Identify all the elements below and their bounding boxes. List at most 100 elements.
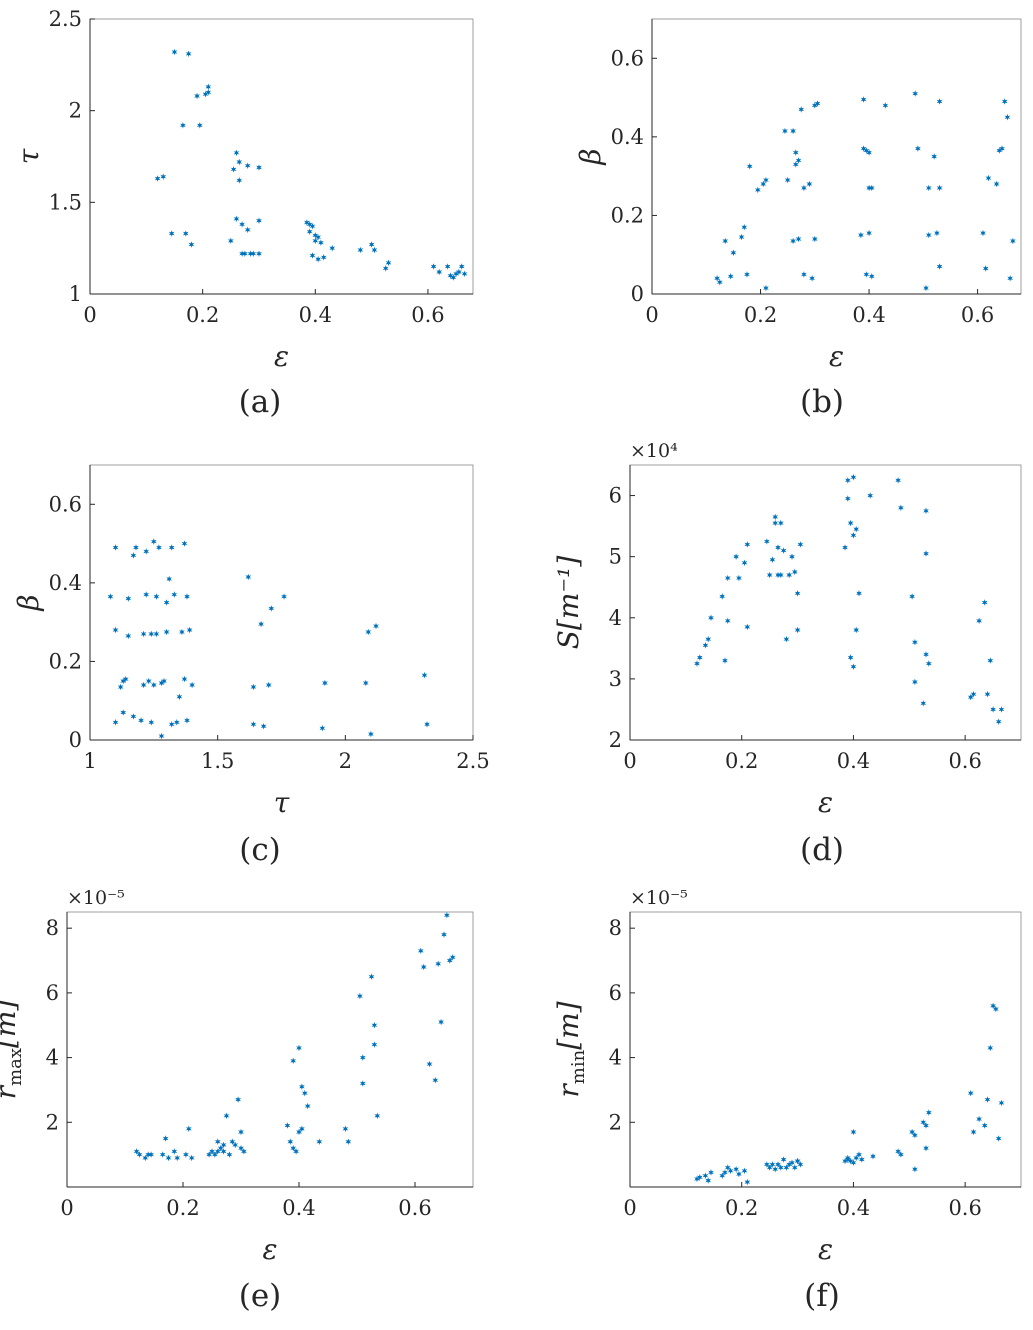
data-point [143, 548, 149, 555]
data-point [168, 721, 175, 728]
data-point [241, 1148, 247, 1155]
data-point [708, 1169, 714, 1176]
data-point [145, 1151, 152, 1158]
data-point [775, 571, 781, 579]
data-point [744, 1178, 751, 1186]
y-tick-label: 0.2 [49, 649, 82, 673]
data-point [142, 1154, 149, 1162]
data-point [242, 250, 248, 257]
data-point [847, 1157, 854, 1165]
data-point [811, 235, 818, 243]
data-point [250, 721, 257, 728]
y-tick-label: 0 [69, 728, 82, 752]
data-point [845, 1154, 851, 1162]
data-point [801, 271, 807, 278]
data-point [860, 145, 867, 152]
data-point [371, 246, 378, 254]
data-point [299, 1125, 305, 1133]
x-tick-label: 0 [623, 1196, 636, 1220]
data-point [967, 693, 974, 701]
data-point [993, 180, 1000, 188]
data-point [441, 931, 447, 938]
data-point [214, 1138, 221, 1145]
data-point [182, 230, 189, 237]
data-point [453, 270, 459, 278]
data-point [322, 679, 328, 687]
data-point [789, 1159, 795, 1166]
data-point [304, 219, 310, 226]
data-point [853, 525, 860, 533]
data-point [719, 593, 725, 600]
data-point [775, 1161, 781, 1168]
data-point [912, 678, 918, 686]
data-point [1010, 237, 1016, 245]
data-point [368, 241, 375, 248]
data-point [287, 1138, 294, 1145]
x-tick-label: 0 [83, 303, 96, 327]
data-point [223, 1112, 230, 1120]
data-point [925, 231, 932, 239]
data-point [694, 1175, 700, 1183]
data-point [432, 1076, 439, 1084]
data-point [931, 153, 937, 160]
data-point [233, 215, 240, 223]
data-point [130, 713, 137, 720]
data-point [976, 1115, 982, 1123]
data-point [850, 663, 857, 670]
data-point [847, 519, 854, 527]
data-point [789, 553, 795, 560]
data-point [373, 622, 379, 630]
data-point [923, 550, 929, 557]
data-point [987, 657, 994, 664]
data-point [120, 677, 127, 685]
data-point [769, 1161, 776, 1168]
data-point [936, 184, 943, 192]
data-point [809, 275, 815, 282]
data-point [999, 145, 1005, 152]
data-point [778, 571, 784, 579]
data-point [458, 263, 465, 270]
x-tick-label: 0.6 [411, 303, 444, 327]
data-point [220, 1148, 227, 1155]
data-point [780, 547, 787, 554]
data-point [780, 1156, 787, 1163]
data-point [154, 175, 161, 182]
data-point [329, 244, 335, 252]
data-point [161, 677, 167, 685]
data-point [148, 719, 155, 726]
data-point [738, 233, 745, 241]
data-point [895, 477, 901, 484]
data-point [782, 127, 788, 135]
data-point [741, 1167, 748, 1175]
y-tick-label: 1.5 [49, 190, 82, 214]
data-point [866, 184, 872, 192]
data-point [239, 250, 245, 257]
data-point [850, 473, 857, 481]
data-point [151, 681, 157, 689]
data-point [795, 235, 802, 243]
data-point [342, 1125, 349, 1133]
data-point [450, 274, 457, 281]
data-point [850, 1128, 857, 1136]
data-point [909, 593, 915, 600]
data-point [786, 571, 793, 579]
y-tick-label: 2 [609, 728, 622, 752]
data-point [792, 149, 799, 156]
data-point [181, 540, 188, 547]
data-point [791, 1164, 798, 1171]
data-point [755, 186, 761, 194]
data-point [140, 630, 147, 638]
data-point [733, 553, 739, 560]
x-tick-label: 0.6 [961, 303, 994, 327]
data-point [140, 681, 147, 689]
data-point [722, 1169, 728, 1176]
data-point [136, 1151, 143, 1158]
chart-panel-4: 0 0.2 0.4 0.6 2 3 4 5 6 ×10⁴ ε S[m⁻¹] (d) [552, 440, 1022, 868]
data-point [744, 271, 750, 278]
data-point [791, 568, 798, 576]
data-point [797, 541, 804, 548]
data-point [158, 732, 165, 740]
data-point [120, 709, 127, 716]
data-point [166, 575, 172, 583]
data-point [268, 605, 275, 612]
